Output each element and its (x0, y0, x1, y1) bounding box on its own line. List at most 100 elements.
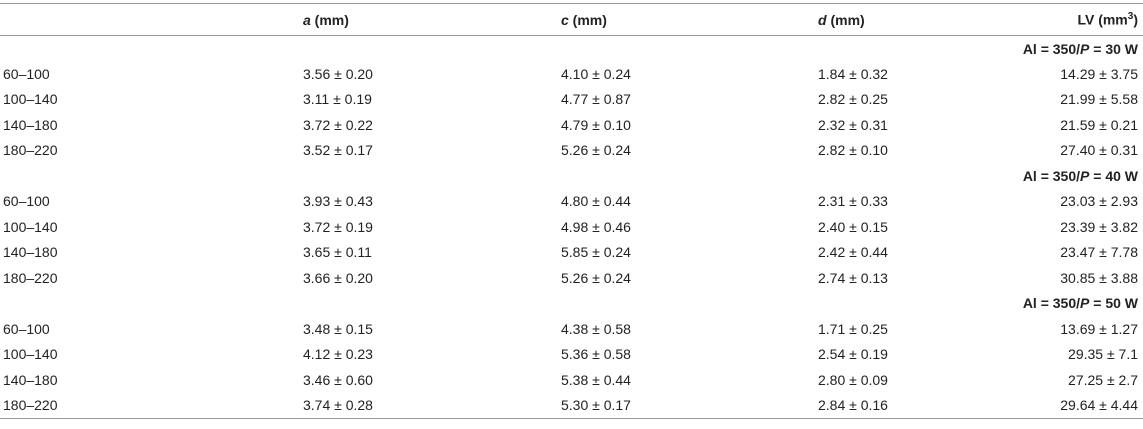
cell: 2.42 ± 0.44 (818, 244, 888, 261)
text-part: = 50 W (1089, 295, 1138, 312)
data-row: 140–180 3.65 ± 0.11 5.85 ± 0.24 2.42 ± 0.44… (0, 240, 1143, 266)
data-row: 100–140 3.11 ± 0.19 4.77 ± 0.87 2.82 ± 0.25… (0, 87, 1143, 113)
cell: 5.36 ± 0.58 (561, 346, 631, 363)
group-row: Al = 350/P = 50 W (0, 291, 1143, 317)
data-row: 60–100 3.93 ± 0.43 4.80 ± 0.44 2.31 ± 0.33 2… (0, 189, 1143, 215)
text-part: P (1080, 295, 1090, 312)
text-part: P (1080, 40, 1090, 57)
text-part: Al = 350/ (1022, 167, 1081, 184)
data-row: 60–100 3.48 ± 0.15 4.38 ± 0.58 1.71 ± 0.25 1… (0, 316, 1143, 342)
header-cell: LV (mm3) (1015, 4, 1143, 36)
cell: 3.93 ± 0.43 (303, 193, 373, 210)
text-part: (mm) (310, 11, 349, 28)
cell: 14.29 ± 3.75 (1060, 65, 1138, 82)
cell: 23.03 ± 2.93 (1060, 193, 1138, 210)
cell: 27.40 ± 0.31 (1060, 142, 1138, 159)
cell: 60–100 (3, 193, 50, 210)
cell: 180–220 (3, 142, 58, 159)
header-cell: d (mm) (815, 4, 1015, 36)
text-part: Al = 350/ (1022, 295, 1081, 312)
text-part: = 30 W (1089, 40, 1138, 57)
cell: 30.85 ± 3.88 (1060, 269, 1138, 286)
cell: 2.82 ± 0.10 (818, 142, 888, 159)
cell: 4.98 ± 0.46 (561, 218, 631, 235)
cell: 140–180 (3, 244, 58, 261)
cell: 60–100 (3, 320, 50, 337)
text-part: a (303, 11, 311, 28)
cell: 100–140 (3, 91, 58, 108)
cell: 3.56 ± 0.20 (303, 65, 373, 82)
header-cell: c (mm) (558, 4, 815, 36)
cell: 29.35 ± 7.1 (1068, 346, 1138, 363)
cell: 23.39 ± 3.82 (1060, 218, 1138, 235)
text-part: d (818, 11, 827, 28)
data-row: 180–220 3.66 ± 0.20 5.26 ± 0.24 2.74 ± 0.13… (0, 265, 1143, 291)
cell: 5.30 ± 0.17 (561, 397, 631, 413)
text-part: LV (mm (1077, 11, 1128, 28)
data-table: a (mm) c (mm) d (mm) LV (mm3) Al = 350/P = … (0, 3, 1143, 419)
cell: 21.99 ± 5.58 (1060, 91, 1138, 108)
group-label: Al = 350/P = 50 W (0, 291, 1143, 317)
cell: 2.54 ± 0.19 (818, 346, 888, 363)
cell: 27.25 ± 2.7 (1068, 371, 1138, 388)
cell: 180–220 (3, 269, 58, 286)
cell: 4.77 ± 0.87 (561, 91, 631, 108)
text-part: P (1080, 167, 1090, 184)
group-label: Al = 350/P = 30 W (0, 36, 1143, 62)
text-part: Al = 350/ (1022, 40, 1081, 57)
text-part: (mm) (826, 11, 865, 28)
header-cell: a (mm) (300, 4, 558, 36)
cell: 4.79 ± 0.10 (561, 116, 631, 133)
data-row: 180–220 3.52 ± 0.17 5.26 ± 0.24 2.82 ± 0.10… (0, 138, 1143, 164)
cell: 5.26 ± 0.24 (561, 142, 631, 159)
cell: 2.82 ± 0.25 (818, 91, 888, 108)
cell: 5.85 ± 0.24 (561, 244, 631, 261)
cell: 180–220 (3, 397, 58, 413)
cell: 4.38 ± 0.58 (561, 320, 631, 337)
cell: 3.72 ± 0.19 (303, 218, 373, 235)
cell: 2.31 ± 0.33 (818, 193, 888, 210)
data-row: 100–140 3.72 ± 0.19 4.98 ± 0.46 2.40 ± 0.15… (0, 214, 1143, 240)
cell: 1.71 ± 0.25 (818, 320, 888, 337)
cell: 5.26 ± 0.24 (561, 269, 631, 286)
cell: 21.59 ± 0.21 (1060, 116, 1138, 133)
cell: 4.10 ± 0.24 (561, 65, 631, 82)
header-cell (0, 4, 300, 36)
text-part: (mm) (568, 11, 607, 28)
data-row: 140–180 3.46 ± 0.60 5.38 ± 0.44 2.80 ± 0.09… (0, 367, 1143, 393)
header-row: a (mm) c (mm) d (mm) LV (mm3) (0, 3, 1143, 36)
cell: 2.32 ± 0.31 (818, 116, 888, 133)
cell: 3.72 ± 0.22 (303, 116, 373, 133)
cell: 3.48 ± 0.15 (303, 320, 373, 337)
cell: 1.84 ± 0.32 (818, 65, 888, 82)
table-header: a (mm) c (mm) d (mm) LV (mm3) (0, 3, 1143, 36)
cell: 2.40 ± 0.15 (818, 218, 888, 235)
cell: 2.84 ± 0.16 (818, 397, 888, 413)
cell: 2.80 ± 0.09 (818, 371, 888, 388)
cell: 23.47 ± 7.78 (1060, 244, 1138, 261)
cell: 5.38 ± 0.44 (561, 371, 631, 388)
cell: 3.52 ± 0.17 (303, 142, 373, 159)
text-part: 3 (1127, 11, 1134, 23)
cell: 2.74 ± 0.13 (818, 269, 888, 286)
cell: 60–100 (3, 65, 50, 82)
cell: 100–140 (3, 218, 58, 235)
cell: 13.69 ± 1.27 (1060, 320, 1138, 337)
group-row: Al = 350/P = 40 W (0, 163, 1143, 189)
data-row: 180–220 3.74 ± 0.28 5.30 ± 0.17 2.84 ± 0.16… (0, 393, 1143, 418)
cell: 3.65 ± 0.11 (303, 244, 372, 261)
data-row: 60–100 3.56 ± 0.20 4.10 ± 0.24 1.84 ± 0.32 1… (0, 61, 1143, 87)
cell: 140–180 (3, 116, 58, 133)
data-row: 100–140 4.12 ± 0.23 5.36 ± 0.58 2.54 ± 0.19… (0, 342, 1143, 368)
text-part: ) (1133, 11, 1138, 28)
cell: 140–180 (3, 371, 58, 388)
cell: 3.74 ± 0.28 (303, 397, 373, 413)
cell: 100–140 (3, 346, 58, 363)
data-row: 140–180 3.72 ± 0.22 4.79 ± 0.10 2.32 ± 0.31… (0, 112, 1143, 138)
cell: 29.64 ± 4.44 (1060, 397, 1138, 413)
table-body: Al = 350/P = 30 W 60–100 3.56 ± 0.20 4.10 ±… (0, 36, 1143, 418)
group-label: Al = 350/P = 40 W (0, 163, 1143, 189)
cell: 3.46 ± 0.60 (303, 371, 373, 388)
text-part: = 40 W (1089, 167, 1138, 184)
text-part: c (561, 11, 569, 28)
